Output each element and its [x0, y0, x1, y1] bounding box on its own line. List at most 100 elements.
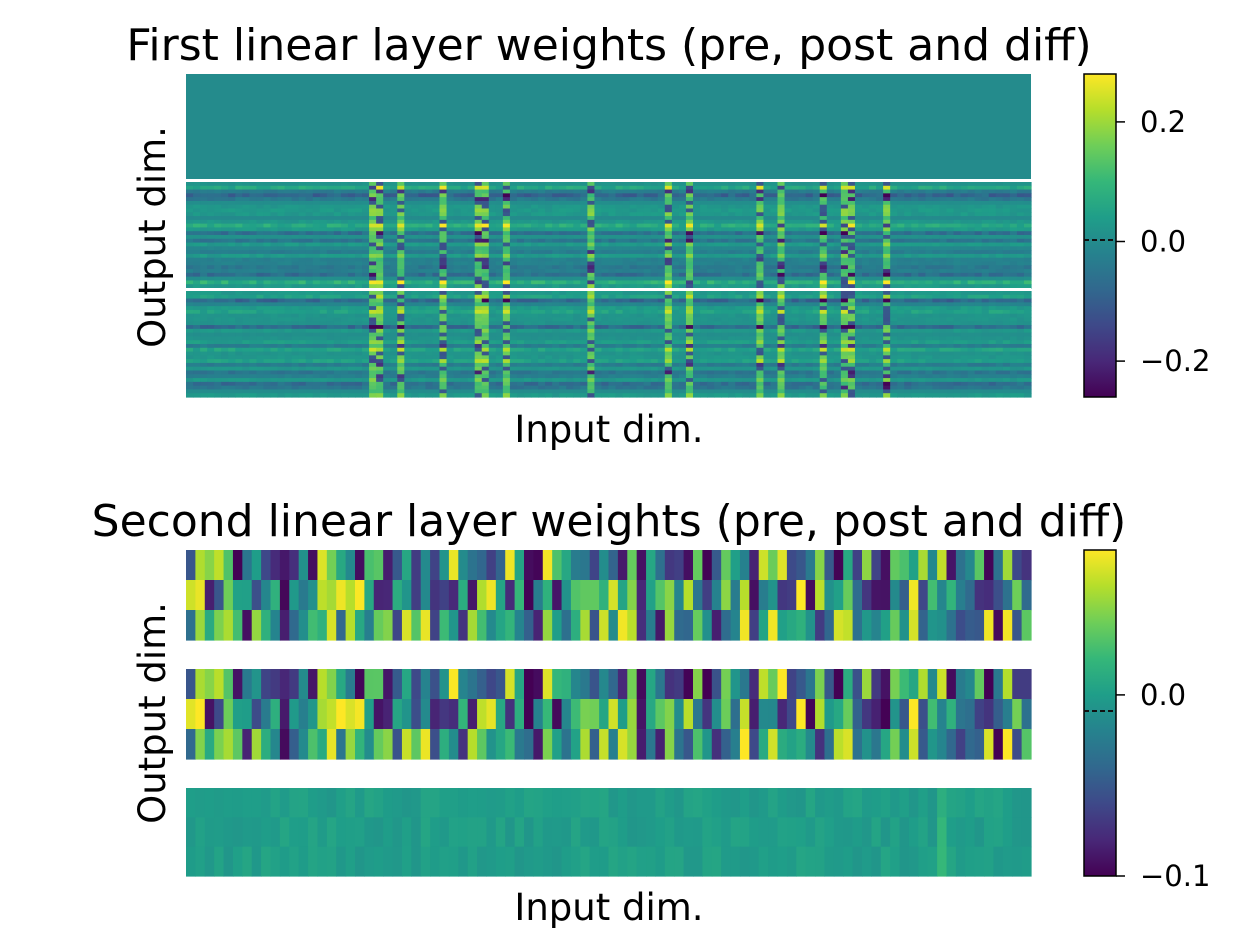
heatmap-cell [200, 238, 208, 244]
heatmap-cell [953, 336, 962, 341]
heatmap-cell [538, 185, 546, 191]
heatmap-cell [650, 321, 659, 326]
heatmap-cell [988, 227, 997, 232]
heatmap-cell [495, 276, 504, 282]
heatmap-cell [531, 298, 539, 303]
heatmap-cell [376, 317, 384, 322]
heatmap-cell [467, 189, 476, 194]
heatmap-cell [524, 185, 532, 191]
heatmap-cell [495, 189, 504, 194]
heatmap-cell [298, 284, 307, 289]
heatmap-cell [756, 298, 765, 303]
heatmap-cell [566, 309, 574, 315]
heatmap-cell [960, 302, 969, 307]
heatmap-cell [615, 189, 624, 194]
heatmap-cell [538, 227, 546, 232]
heatmap-cell [326, 216, 335, 221]
heatmap-cell [524, 269, 532, 274]
heatmap-cell [1002, 200, 1011, 206]
heatmap-cell [1023, 284, 1032, 289]
heatmap-cell [516, 223, 525, 229]
heatmap-cell [693, 272, 701, 278]
heatmap-cell [777, 208, 786, 213]
heatmap-cell [439, 208, 448, 213]
heatmap-cell [340, 298, 349, 303]
heatmap-cell [946, 238, 955, 244]
heatmap-cell [707, 317, 715, 322]
heatmap-cell [700, 317, 708, 322]
heatmap-cell [397, 257, 405, 263]
heatmap-cell [333, 246, 342, 251]
heatmap-cell [657, 291, 666, 296]
heatmap-cell [538, 204, 546, 210]
heatmap-cell [362, 250, 370, 255]
heatmap-cell [347, 223, 356, 229]
heatmap-cell [714, 298, 722, 303]
heatmap-cell [988, 212, 997, 217]
heatmap-cell [474, 272, 483, 278]
heatmap-cell [538, 242, 546, 247]
heatmap-cell [312, 298, 321, 303]
heatmap-cell [411, 227, 419, 232]
heatmap-cell [594, 227, 603, 232]
heatmap-cell [854, 204, 863, 210]
heatmap-cell [516, 242, 525, 247]
heatmap-cell [918, 309, 926, 315]
heatmap-cell [763, 336, 772, 341]
heatmap-cell [678, 204, 687, 210]
heatmap-cell [897, 336, 905, 341]
heatmap-cell [925, 242, 934, 247]
heatmap-cell [650, 182, 659, 187]
heatmap-cell [847, 197, 856, 202]
heatmap-cell [242, 321, 250, 326]
heatmap-cell [214, 336, 222, 341]
heatmap-cell [453, 197, 462, 202]
heatmap-cell [1016, 328, 1025, 334]
heatmap-cell [995, 250, 1004, 255]
heatmap-cell [531, 204, 539, 210]
heatmap-cell [749, 276, 757, 282]
heatmap-cell [552, 272, 560, 278]
heatmap-cell [854, 193, 863, 198]
heatmap-cell [446, 261, 455, 266]
heatmap-cell [214, 294, 222, 300]
heatmap-cell [263, 219, 272, 225]
heatmap-cell [932, 269, 941, 274]
heatmap-cell [833, 302, 842, 307]
heatmap-cell [355, 328, 363, 334]
heatmap-cell [995, 219, 1004, 225]
heatmap-cell [411, 185, 419, 191]
heatmap-cell [953, 197, 962, 202]
heatmap-cell [890, 325, 898, 330]
heatmap-cell [376, 336, 384, 341]
heatmap-cell [242, 317, 250, 322]
heatmap-cell [1016, 306, 1025, 311]
heatmap-cell [524, 317, 532, 322]
heatmap-cell [397, 291, 405, 296]
heatmap-cell [643, 182, 652, 187]
heatmap-cell [890, 227, 898, 232]
heatmap-cell [862, 276, 870, 282]
heatmap-cell [721, 265, 729, 270]
heatmap-cell [263, 328, 272, 334]
heatmap-cell [826, 313, 835, 319]
heatmap-cell [376, 185, 384, 191]
heatmap-cell [883, 250, 891, 255]
heatmap-cell [798, 321, 807, 326]
heatmap-cell [559, 242, 567, 247]
heatmap-cell [601, 193, 610, 198]
heatmap-cell [869, 216, 877, 221]
heatmap-cell [974, 306, 983, 311]
heatmap-cell [742, 204, 750, 210]
heatmap-cell [362, 193, 370, 198]
heatmap-cell [453, 238, 462, 244]
heatmap-cell [305, 200, 314, 206]
heatmap-cell [235, 238, 243, 244]
heatmap-cell [629, 272, 638, 278]
heatmap-cell [467, 235, 476, 240]
heatmap-cell [594, 208, 603, 213]
heatmap-cell [326, 208, 335, 213]
heatmap-cell [1002, 261, 1011, 266]
heatmap-cell [700, 235, 708, 240]
heatmap-cell [509, 325, 518, 330]
